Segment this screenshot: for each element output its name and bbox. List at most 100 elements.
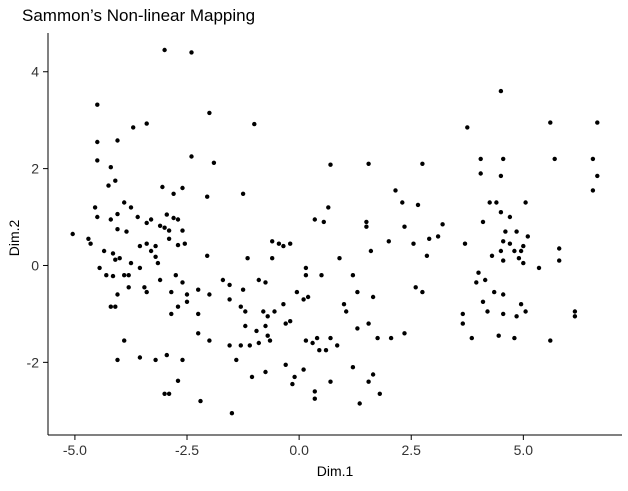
data-point	[321, 219, 326, 225]
data-point	[595, 120, 600, 125]
data-point	[375, 335, 380, 341]
data-point	[303, 265, 309, 271]
data-point	[303, 273, 309, 278]
data-point	[276, 241, 282, 246]
data-point	[254, 328, 259, 334]
data-point	[498, 88, 504, 94]
data-point	[189, 154, 194, 159]
data-point	[364, 219, 369, 225]
data-point	[113, 257, 118, 262]
data-point	[303, 338, 309, 343]
data-point	[483, 277, 488, 283]
data-point	[420, 289, 425, 295]
data-point	[514, 314, 519, 319]
data-point	[115, 227, 120, 232]
data-point	[110, 273, 116, 279]
data-point	[263, 280, 268, 285]
data-point	[485, 309, 490, 314]
data-point	[180, 280, 185, 285]
data-point	[281, 243, 286, 249]
data-point	[166, 391, 172, 396]
data-point	[364, 224, 369, 229]
data-point	[101, 248, 107, 254]
data-point	[516, 256, 522, 261]
data-point	[162, 391, 167, 396]
data-point	[335, 343, 340, 348]
data-point	[350, 273, 356, 278]
data-point	[355, 289, 360, 295]
data-point	[265, 333, 270, 338]
data-point	[377, 391, 382, 396]
data-point	[413, 285, 418, 290]
data-point	[180, 357, 185, 363]
data-point	[180, 228, 185, 233]
data-point	[480, 299, 486, 304]
data-point	[153, 243, 158, 249]
data-point	[182, 241, 187, 246]
data-point	[328, 379, 333, 384]
data-point	[355, 326, 360, 331]
data-point	[162, 47, 167, 53]
data-point	[460, 321, 465, 326]
data-point	[288, 241, 293, 246]
data-point	[487, 200, 492, 205]
data-point	[256, 340, 261, 346]
data-point	[247, 343, 252, 348]
data-point	[196, 311, 201, 317]
y-ticks: -2 0 2 4	[27, 64, 48, 370]
y-tick-label: 2	[31, 161, 39, 177]
data-point	[319, 273, 324, 278]
data-point	[478, 156, 483, 162]
data-point	[305, 294, 311, 300]
data-point	[427, 236, 432, 241]
data-point	[155, 260, 161, 266]
data-point	[270, 239, 275, 244]
data-point	[144, 121, 149, 126]
data-point	[523, 309, 528, 314]
data-point	[572, 309, 578, 314]
data-point	[590, 156, 596, 162]
data-point	[126, 273, 131, 278]
data-point	[144, 241, 149, 246]
chart-title: Sammon’s Non-linear Mapping	[22, 6, 256, 25]
data-point	[370, 372, 376, 377]
data-point	[328, 162, 333, 167]
data-point	[301, 367, 306, 372]
data-point	[323, 348, 329, 353]
data-point	[157, 277, 163, 283]
data-point	[521, 243, 526, 249]
data-point	[115, 357, 120, 363]
data-point	[357, 401, 362, 406]
data-point	[465, 125, 470, 130]
data-point	[175, 242, 181, 248]
data-point	[474, 280, 479, 285]
y-axis-label: Dim.2	[6, 220, 22, 257]
data-point	[137, 355, 143, 360]
data-point	[263, 323, 268, 329]
data-point	[548, 120, 553, 125]
data-point	[115, 292, 120, 297]
data-point	[88, 241, 93, 246]
data-point	[496, 333, 501, 338]
data-point	[317, 348, 322, 353]
data-point	[142, 285, 147, 290]
data-points	[70, 47, 600, 416]
data-point	[301, 297, 306, 302]
data-point	[469, 335, 474, 341]
data-point	[128, 260, 134, 266]
data-point	[92, 205, 98, 210]
data-point	[366, 321, 371, 326]
data-point	[189, 50, 194, 55]
data-point	[314, 335, 320, 341]
data-point	[234, 357, 239, 363]
data-point	[240, 287, 246, 292]
data-point	[478, 171, 483, 176]
data-point	[220, 277, 226, 283]
x-tick-label: -2.5	[175, 442, 199, 458]
data-point	[498, 210, 504, 215]
x-ticks: -5.0 -2.5 0.0 2.5 5.0	[63, 435, 533, 458]
data-point	[552, 156, 557, 162]
data-point	[492, 289, 497, 295]
data-point	[415, 202, 421, 208]
